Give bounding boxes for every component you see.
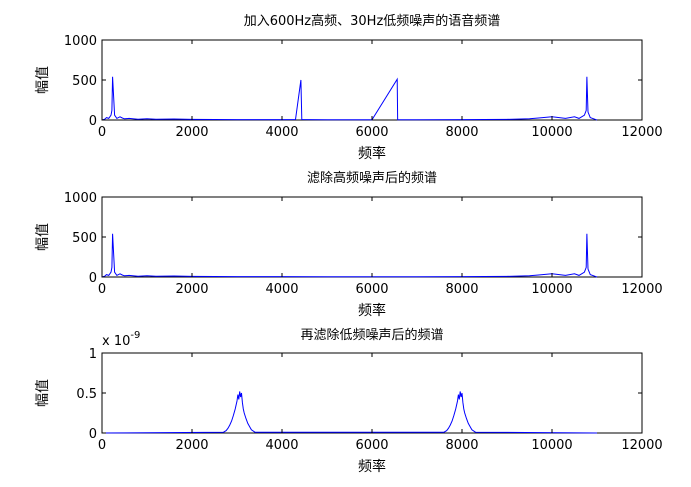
subplot-2-series (101, 233, 598, 278)
subplot-3-series (101, 391, 598, 434)
subplot-2-x-ticks: 0 2000 4000 6000 8000 10000 12000 (98, 197, 663, 297)
subplot-1-y-tick-label: 500 (72, 74, 97, 89)
subplot-3-x-ticks: 0 2000 4000 6000 8000 10000 12000 (98, 353, 663, 453)
subplot-3-x-tick-label: 4000 (265, 438, 298, 453)
subplot-3-plot-area (101, 352, 643, 434)
subplot-3-scale-exponent: -9 (130, 330, 140, 341)
subplot-3-scale-label: x 10-9 (102, 330, 140, 349)
subplot-1-x-ticks: 0 2000 4000 6000 8000 10000 12000 (98, 40, 663, 140)
subplot-2-x-tick-label: 8000 (445, 282, 478, 297)
subplot-3-y-axis-label: 幅值 (35, 379, 51, 407)
subplot-2-plot-area (101, 196, 643, 278)
subplot-2-y-axis-label: 幅值 (35, 223, 51, 251)
subplot-1-y-tick-label: 0 (89, 114, 97, 129)
subplot-2-x-axis-label: 频率 (358, 302, 386, 319)
subplot-1-x-tick-label: 6000 (355, 125, 388, 140)
subplot-1-y-axis-label: 幅值 (35, 66, 51, 94)
subplot-3-y-ticks: 00.51 (76, 347, 642, 442)
subplot-2-x-tick-label: 2000 (175, 282, 208, 297)
subplot-2-title: 滤除高频噪声后的频谱 (307, 170, 437, 186)
subplot-1-x-tick-label: 2000 (175, 125, 208, 140)
subplot-3-scale-base: x 10 (102, 334, 130, 349)
subplot-3-y-tick-label: 1 (89, 347, 97, 362)
subplot-1-x-tick-label: 10000 (531, 125, 572, 140)
subplot-2: 滤除高频噪声后的频谱 0 2000 4000 6000 8000 10000 12000 0… (35, 170, 663, 319)
subplot-1-x-tick-label: 8000 (445, 125, 478, 140)
subplot-2-y-tick-label: 1000 (64, 191, 97, 206)
subplot-3: 再滤除低频噪声后的频谱 x 10-9 0 2000 4000 6000 8000 1000… (35, 327, 663, 475)
subplot-1-x-tick-label: 12000 (621, 125, 662, 140)
subplot-3-title: 再滤除低频噪声后的频谱 (300, 327, 443, 343)
subplot-1-y-ticks: 0 500 1000 (64, 34, 642, 129)
subplot-3-series-1-line (101, 391, 598, 434)
subplot-2-y-tick-label: 500 (72, 231, 97, 246)
subplot-3-x-axis-label: 频率 (358, 458, 386, 475)
subplot-2-x-tick-label: 12000 (621, 282, 662, 297)
subplot-1-title: 加入600Hz高频、30Hz低频噪声的语音频谱 (244, 13, 501, 29)
subplot-1-y-tick-label: 1000 (64, 34, 97, 49)
subplot-3-y-tick-label: 0.5 (76, 387, 97, 402)
subplot-2-y-ticks: 0 500 1000 (64, 191, 642, 286)
subplot-1-series (101, 76, 598, 121)
subplot-2-x-tick-label: 0 (98, 282, 106, 297)
subplot-2-x-tick-label: 6000 (355, 282, 388, 297)
subplot-3-x-tick-label: 12000 (621, 438, 662, 453)
subplot-2-y-tick-label: 0 (89, 271, 97, 286)
subplot-3-x-tick-label: 6000 (355, 438, 388, 453)
subplot-3-x-tick-label: 8000 (445, 438, 478, 453)
subplot-3-x-tick-label: 2000 (175, 438, 208, 453)
subplot-1: 加入600Hz高频、30Hz低频噪声的语音频谱 0 2000 4000 6000 800… (35, 13, 663, 162)
subplot-1-series-1-line (101, 76, 598, 121)
subplot-1-x-tick-label: 0 (98, 125, 106, 140)
subplot-1-x-axis-label: 频率 (358, 145, 386, 162)
subplot-3-y-tick-label: 0 (89, 427, 97, 442)
subplot-1-plot-area (101, 39, 643, 121)
subplot-3-x-tick-label: 10000 (531, 438, 572, 453)
subplot-3-x-tick-label: 0 (98, 438, 106, 453)
subplot-2-series-1-line (101, 233, 598, 278)
subplot-1-x-tick-label: 4000 (265, 125, 298, 140)
subplot-2-x-tick-label: 10000 (531, 282, 572, 297)
subplot-2-x-tick-label: 4000 (265, 282, 298, 297)
